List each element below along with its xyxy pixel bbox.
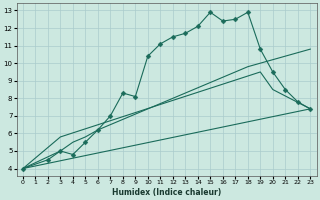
X-axis label: Humidex (Indice chaleur): Humidex (Indice chaleur)	[112, 188, 221, 197]
